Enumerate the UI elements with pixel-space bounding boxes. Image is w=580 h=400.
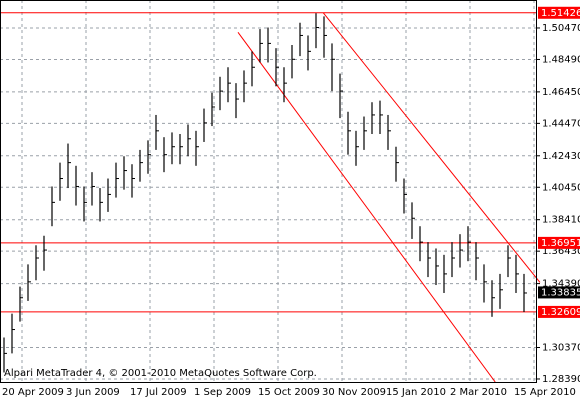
x-tick-label: 15 Oct 2009 xyxy=(258,387,320,398)
price-label-box xyxy=(538,286,580,299)
x-tick-label: 3 Jun 2009 xyxy=(66,387,120,398)
y-tick-label: 1.48490 xyxy=(542,54,580,65)
channel-line xyxy=(322,12,541,283)
level-label: 1.51426 xyxy=(541,8,580,19)
y-tick-label: 1.34390 xyxy=(542,279,580,290)
x-tick-label: 15 Jan 2010 xyxy=(386,387,446,398)
x-tick-label: 17 Jul 2009 xyxy=(130,387,187,398)
y-tick-label: 1.30370 xyxy=(542,343,580,354)
level-label-box xyxy=(538,236,580,249)
y-tick-label: 1.36430 xyxy=(542,246,580,257)
y-tick-label: 1.42430 xyxy=(542,151,580,162)
y-tick-label: 1.46450 xyxy=(542,87,580,98)
level-label: 1.32609 xyxy=(541,307,580,318)
level-label: 1.36951 xyxy=(541,238,580,249)
level-label-box xyxy=(538,6,580,19)
price-label: 1.33835 xyxy=(541,287,580,298)
y-tick-label: 1.40450 xyxy=(542,182,580,193)
x-tick-label: 20 Apr 2009 xyxy=(2,387,64,398)
x-tick-label: 30 Nov 2009 xyxy=(322,387,386,398)
y-tick-label: 1.28390 xyxy=(542,374,580,385)
y-tick-label: 1.38410 xyxy=(542,215,580,226)
x-tick-label: 15 Apr 2010 xyxy=(514,387,576,398)
channel-line xyxy=(237,31,496,383)
watermark: Alpari MetaTrader 4, © 2001-2010 MetaQuo… xyxy=(4,368,317,379)
level-label-box xyxy=(538,305,580,318)
x-tick-label: 2 Mar 2010 xyxy=(450,387,507,398)
x-tick-label: 1 Sep 2009 xyxy=(194,387,251,398)
y-tick-label: 1.44470 xyxy=(542,118,580,129)
y-tick-label: 1.50470 xyxy=(542,23,580,34)
plot-frame xyxy=(0,0,537,383)
